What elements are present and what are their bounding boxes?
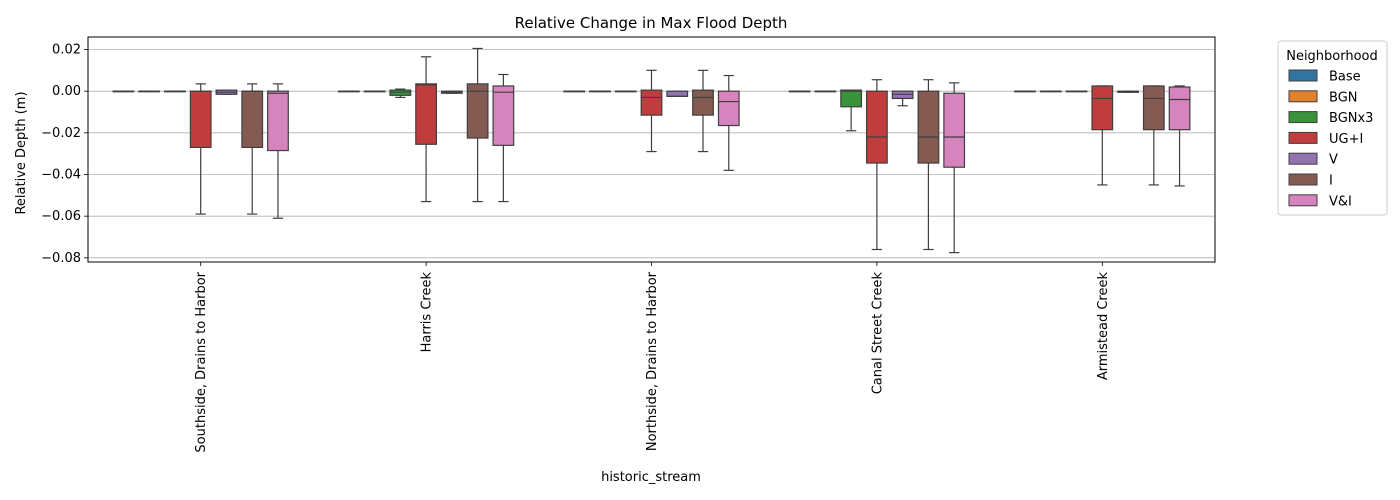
box-ug-i [1091, 85, 1114, 186]
box-bgnx3 [1065, 90, 1088, 93]
y-tick-label: −0.08 [41, 251, 81, 266]
box-ug-i [640, 69, 663, 153]
legend-label: BGN [1329, 90, 1358, 105]
legend-label: V [1329, 153, 1338, 168]
iqr-box [1091, 85, 1114, 131]
y-tick-label: −0.04 [41, 168, 81, 183]
box-i [466, 47, 489, 203]
legend-swatch [1288, 111, 1318, 124]
iqr-box [492, 85, 515, 146]
legend: Neighborhood Base BGN BGNx3 UG+I VI V&I [1277, 40, 1388, 216]
box-v-i [267, 83, 289, 219]
x-tick-label: Armistead Creek [1096, 272, 1111, 381]
box-ug-i [189, 83, 212, 215]
x-tick-label: Canal Street Creek [870, 272, 885, 395]
iqr-box [241, 90, 264, 149]
box-base [337, 90, 360, 93]
box-bgn [1039, 90, 1062, 93]
iqr-box [840, 89, 863, 108]
box-base [112, 90, 135, 93]
iqr-box [640, 89, 663, 116]
box-ug-i [415, 56, 438, 203]
y-tick-label: −0.02 [41, 126, 81, 141]
box-v [666, 90, 689, 97]
box-v [1117, 90, 1139, 93]
box-i [241, 83, 264, 215]
box-v-i [492, 73, 515, 203]
box-ug-i [865, 79, 888, 251]
iqr-box [666, 90, 689, 97]
y-tick-label: −0.06 [41, 209, 81, 224]
box-groups [112, 47, 1191, 254]
iqr-box [1168, 86, 1191, 131]
box-base [788, 90, 811, 93]
legend-swatch [1288, 131, 1318, 144]
box-bgnx3 [389, 88, 412, 99]
box-bgnx3 [840, 89, 863, 132]
box-base [563, 90, 586, 93]
legend-swatch [1288, 69, 1318, 82]
iqr-box [943, 92, 966, 168]
x-tick-label: Southside, Drains to Harbor [194, 271, 209, 452]
iqr-box [189, 90, 212, 149]
x-tick-label: Northside, Drains to Harbor [645, 271, 660, 451]
iqr-box [466, 83, 489, 139]
x-tick-label: Harris Creek [420, 272, 435, 353]
iqr-box [692, 89, 714, 116]
y-axis-ticks: 0.02 0.00 −0.02 −0.04 −0.06 −0.08 [41, 43, 88, 266]
box-v-i [1168, 85, 1191, 187]
y-axis-label: Relative Depth (m) [14, 91, 29, 214]
box-v [215, 89, 238, 95]
iqr-box [267, 90, 289, 152]
legend-swatch [1288, 152, 1318, 165]
x-axis-ticks: Southside, Drains to Harbor Harris Creek N… [194, 262, 1111, 453]
box-i [1142, 85, 1165, 186]
x-axis-label: historic_stream [601, 470, 701, 485]
legend-swatch [1288, 173, 1318, 186]
y-tick-label: 0.00 [52, 84, 81, 99]
legend-label: UG+I [1329, 132, 1363, 147]
legend-swatch [1288, 194, 1318, 207]
y-tick-label: 0.02 [52, 43, 81, 58]
box-i [692, 69, 714, 153]
box-bgn [589, 90, 611, 93]
box-bgn [138, 90, 161, 93]
iqr-box [917, 90, 940, 164]
legend-title: Neighborhood [1286, 49, 1378, 64]
box-bgn [363, 90, 386, 93]
iqr-box [415, 83, 438, 145]
legend-swatch [1288, 90, 1318, 103]
box-i [917, 79, 940, 251]
iqr-box [1142, 85, 1165, 131]
box-bgnx3 [164, 90, 186, 93]
box-bgn [814, 90, 837, 93]
box-v-i [943, 82, 966, 254]
box-v-i [717, 74, 740, 171]
box-v [440, 90, 463, 94]
chart-title: Relative Change in Max Flood Depth [515, 14, 788, 32]
box-base [1014, 90, 1036, 93]
legend-frame [1277, 40, 1388, 216]
iqr-box [717, 90, 740, 127]
legend-label: BGNx3 [1329, 111, 1373, 126]
legend-label: V&I [1329, 194, 1352, 209]
box-v [891, 90, 914, 107]
iqr-box [865, 90, 888, 164]
legend-items: Base BGN BGNx3 UG+I VI V&I [1288, 69, 1373, 209]
legend-label: I [1329, 174, 1333, 189]
legend-label: Base [1329, 70, 1361, 85]
box-bgnx3 [614, 90, 637, 93]
